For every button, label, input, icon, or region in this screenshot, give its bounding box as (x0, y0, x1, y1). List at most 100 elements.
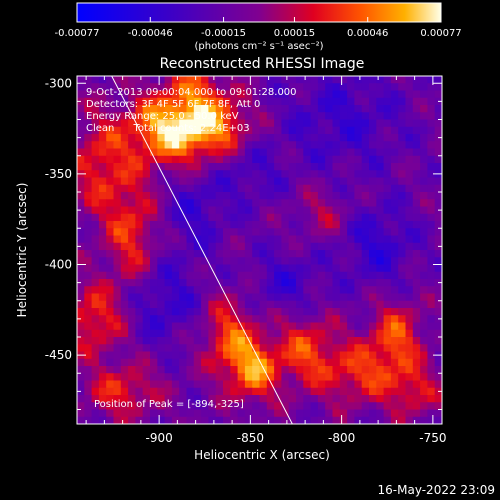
heatmap-cell (106, 395, 115, 403)
heatmap-cell (405, 105, 414, 113)
heatmap-cell (398, 337, 407, 345)
heatmap-cell (339, 358, 348, 367)
heatmap-cell (120, 387, 129, 396)
heatmap-cell (106, 257, 115, 266)
heatmap-cell (361, 409, 370, 418)
heatmap-cell (91, 315, 100, 324)
heatmap-cell (317, 235, 326, 244)
heatmap-cell (186, 105, 195, 113)
heatmap-cell (142, 264, 151, 273)
heatmap-cell (434, 308, 442, 316)
heatmap-cell (325, 358, 334, 367)
heatmap-cell (354, 322, 363, 331)
heatmap-cell (150, 206, 158, 215)
heatmap-cell (259, 76, 268, 84)
heatmap-cell (332, 112, 341, 121)
heatmap-cell (405, 351, 414, 360)
heatmap-cell (230, 112, 239, 121)
heatmap-cell (157, 250, 166, 258)
heatmap-cell (77, 293, 85, 302)
heatmap-cell (369, 192, 377, 200)
heatmap-cell (405, 206, 414, 215)
heatmap-cell (120, 235, 129, 244)
heatmap-cell (98, 351, 107, 360)
heatmap-cell (201, 97, 209, 106)
heatmap-cell (113, 199, 122, 208)
heatmap-cell (142, 409, 151, 418)
heatmap-cell (434, 380, 442, 389)
heatmap-cell (339, 206, 348, 215)
heatmap-cell (347, 228, 355, 237)
heatmap-cell (186, 163, 195, 171)
heatmap-cell (376, 184, 385, 193)
heatmap-cell (317, 155, 326, 164)
heatmap-cell (427, 221, 436, 229)
heatmap-cell (317, 264, 326, 273)
heatmap-cell (332, 250, 341, 258)
heatmap-cell (252, 141, 261, 150)
heatmap-cell (201, 170, 209, 179)
heatmap-cell (361, 286, 370, 295)
heatmap-cell (288, 322, 297, 331)
heatmap-cell (135, 279, 144, 287)
heatmap-cell (230, 315, 239, 324)
heatmap-cell (361, 242, 370, 251)
heatmap-cell (91, 257, 100, 266)
heatmap-cell (405, 192, 414, 200)
heatmap-cell (135, 387, 144, 396)
heatmap-cell (215, 83, 224, 92)
heatmap-cell (398, 97, 407, 106)
heatmap-cell (274, 199, 282, 208)
heatmap-cell (113, 264, 122, 273)
heatmap-cell (135, 83, 144, 92)
heatmap-cell (208, 199, 217, 208)
heatmap-cell (281, 235, 290, 244)
heatmap-cell (317, 271, 326, 280)
heatmap-cell (193, 322, 202, 331)
heatmap-cell (201, 163, 209, 171)
heatmap-cell (244, 395, 253, 403)
heatmap-cell (77, 402, 85, 411)
heatmap-cell (296, 148, 304, 157)
heatmap-cell (223, 373, 231, 382)
heatmap-cell (398, 387, 407, 396)
heatmap-cell (383, 257, 392, 266)
heatmap-cell (412, 409, 421, 418)
heatmap-cell (223, 337, 231, 345)
heatmap-cell (266, 76, 275, 84)
heatmap-cell (113, 351, 122, 360)
heatmap-cell (303, 409, 312, 418)
heatmap-cell (215, 300, 224, 309)
heatmap-cell (98, 315, 107, 324)
heatmap-cell (325, 119, 334, 128)
heatmap-cell (412, 351, 421, 360)
heatmap-cell (296, 366, 304, 374)
heatmap-cell (215, 315, 224, 324)
heatmap-cell (179, 322, 188, 331)
heatmap-cell (106, 344, 115, 353)
heatmap-cell (281, 264, 290, 273)
heatmap-cell (77, 163, 85, 171)
heatmap-cell (157, 257, 166, 266)
heatmap-cell (128, 264, 136, 273)
heatmap-cell (398, 148, 407, 157)
heatmap-cell (266, 83, 275, 92)
heatmap-cell (354, 105, 363, 113)
heatmap-cell (230, 279, 239, 287)
x-tick-label: -850 (237, 431, 264, 445)
heatmap-cell (244, 242, 253, 251)
heatmap-cell (77, 221, 85, 229)
heatmap-cell (274, 315, 282, 324)
heatmap-cell (398, 344, 407, 353)
heatmap-cell (135, 213, 144, 222)
heatmap-cell (259, 184, 268, 193)
heatmap-cell (354, 416, 363, 424)
heatmap-cell (266, 112, 275, 121)
heatmap-cell (332, 126, 341, 135)
heatmap-cell (361, 163, 370, 171)
heatmap-cell (376, 329, 385, 338)
heatmap-cell (383, 155, 392, 164)
heatmap-cell (150, 213, 158, 222)
observation-annotations: 9-Oct-2013 09:00:04.000 to 09:01:28.000 … (86, 87, 297, 410)
heatmap-cell (150, 308, 158, 316)
